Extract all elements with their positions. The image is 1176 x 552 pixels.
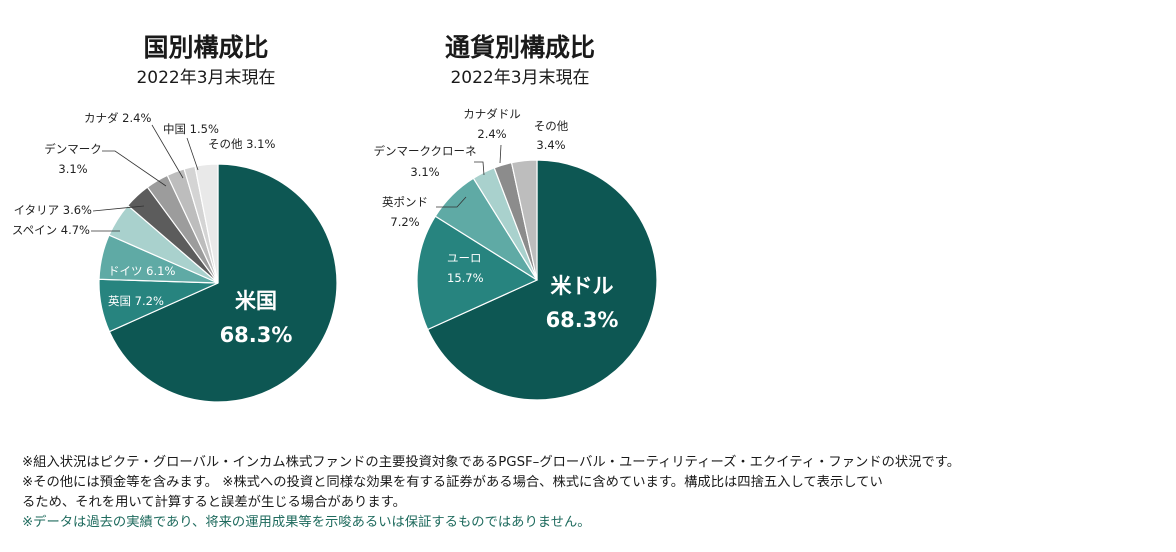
chart2-label-3-name: デンマーククローネ (373, 144, 476, 158)
chart1-label-8: その他 3.1% (208, 137, 275, 151)
chart2-leader-4 (499, 144, 502, 164)
chart2-label-0-name: 米ドル (551, 274, 614, 298)
chart2-label-2-value: 7.2% (390, 215, 419, 229)
chart1-leader-5 (102, 150, 167, 187)
chart2-leader-3 (474, 161, 485, 176)
footnote-2: ※その他には預金等を含みます。 ※株式への投資と同様な効果を有する証券がある場合… (22, 475, 883, 490)
chart2-label-1-value: 15.7% (447, 271, 484, 285)
chart1-label-4: イタリア 3.6% (14, 203, 92, 217)
chart1-subtitle: 2022年3月末現在 (136, 68, 276, 88)
chart1-slice-8 (194, 163, 219, 284)
chart1-label-0-name: 米国 (235, 289, 277, 313)
chart1-label-6: カナダ 2.4% (84, 111, 151, 125)
chart2-label-5-value: 3.4% (536, 138, 565, 152)
chart1-leader-4 (92, 205, 145, 212)
chart2-label-3-value: 3.1% (410, 165, 439, 179)
chart2-slice-5 (510, 159, 538, 281)
chart2-label-0-value: 68.3% (546, 308, 619, 332)
chart2-title: 通貨別構成比 (444, 33, 595, 62)
chart1-leader-7 (186, 137, 199, 171)
footnote-4: ※データは過去の実績であり、将来の運用成果等を示唆あるいは保証するものではありま… (22, 515, 591, 530)
chart2-label-4-name: カナダドル (463, 107, 521, 121)
chart2-slice-1 (416, 215, 539, 331)
chart2-label-5-name: その他 (534, 119, 569, 133)
chart2-label-4-value: 2.4% (477, 127, 506, 141)
chart1-label-3: スペイン 4.7% (12, 223, 90, 237)
footnote-3: るため、それを用いて計算すると誤差が生じる場合があります。 (22, 495, 406, 510)
chart2-label-1-name: ユーロ (447, 251, 482, 265)
chart1-title: 国別構成比 (143, 33, 269, 62)
chart1-leader-6 (151, 124, 184, 179)
footnotes: ※組入状況はピクテ・グローバル・インカム株式ファンドの主要投資対象であるPGSF… (22, 453, 1162, 533)
chart1-label-2: ドイツ 6.1% (108, 264, 175, 278)
chart2-slice-0 (426, 159, 658, 401)
chart1-label-7: 中国 1.5% (163, 122, 219, 136)
chart2-subtitle: 2022年3月末現在 (450, 68, 590, 88)
chart2-label-2-name: 英ポンド (382, 195, 428, 209)
chart1-slice-0 (108, 163, 338, 403)
chart1-label-1: 英国 7.2% (108, 294, 164, 308)
footnote-1: ※組入状況はピクテ・グローバル・インカム株式ファンドの主要投資対象であるPGSF… (22, 455, 961, 470)
chart1-label-5-name: デンマーク (44, 142, 102, 156)
chart2-leader-2 (436, 196, 467, 208)
chart1-label-5-value: 3.1% (58, 162, 87, 176)
chart1-label-0-value: 68.3% (220, 323, 293, 347)
